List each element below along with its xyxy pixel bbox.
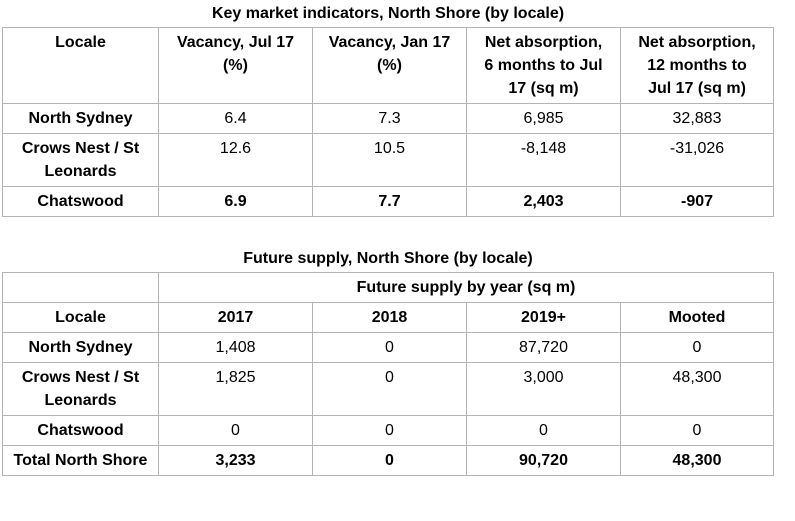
- value-cell: 0: [466, 415, 621, 446]
- column-header: Locale: [2, 302, 159, 333]
- value-cell: -8,148: [466, 133, 621, 187]
- value-cell: 0: [312, 415, 467, 446]
- value-cell: 7.3: [312, 103, 467, 134]
- header-row: Locale Vacancy, Jul 17 (%) Vacancy, Jan 17…: [2, 27, 775, 104]
- value-cell: 87,720: [466, 332, 621, 363]
- value-cell: 0: [312, 445, 467, 476]
- column-header: Net absorption, 12 months to Jul 17 (sq …: [619, 27, 775, 104]
- column-header: 2017: [158, 302, 313, 333]
- value-cell: 6,985: [466, 103, 621, 134]
- value-cell: 10.5: [312, 133, 467, 187]
- locale-cell: North Sydney: [2, 103, 159, 134]
- value-cell: 32,883: [619, 103, 775, 134]
- header-text: Mooted: [668, 309, 726, 326]
- column-header: 2018: [312, 302, 467, 333]
- value-cell: 0: [312, 362, 467, 416]
- header-text: Net absorption, 6 months to Jul 17 (sq m…: [484, 34, 603, 97]
- subtitle-row: Future supply by year (sq m): [2, 272, 775, 303]
- header-text: 2019+: [521, 309, 566, 326]
- column-header: Net absorption, 6 months to Jul 17 (sq m…: [466, 27, 621, 104]
- header-text: 2018: [371, 309, 408, 326]
- value-cell: 0: [619, 415, 775, 446]
- data-row: Crows Nest / St Leonards 1,825 0 3,000 48,30…: [2, 362, 775, 416]
- data-row: Crows Nest / St Leonards 12.6 10.5 -8,148 -3…: [2, 133, 775, 187]
- value-cell: 48,300: [619, 445, 775, 476]
- value-cell: -31,026: [619, 133, 775, 187]
- value-cell: 6.9: [158, 186, 313, 217]
- column-header: Vacancy, Jan 17 (%): [312, 27, 467, 104]
- data-row: North Sydney 1,408 0 87,720 0: [2, 332, 775, 363]
- future-supply-table: Future supply, North Shore (by locale) Fu…: [2, 245, 775, 476]
- value-cell: -907: [619, 186, 775, 217]
- value-cell: 3,233: [158, 445, 313, 476]
- locale-cell: North Sydney: [2, 332, 159, 363]
- header-text: Vacancy, Jan 17 (%): [328, 34, 451, 74]
- value-cell: 0: [619, 332, 775, 363]
- locale-cell: Crows Nest / St Leonards: [2, 362, 159, 416]
- locale-cell: Total North Shore: [2, 445, 159, 476]
- value-cell: 48,300: [619, 362, 775, 416]
- data-row: Chatswood 6.9 7.7 2,403 -907: [2, 186, 775, 217]
- value-cell: 0: [312, 332, 467, 363]
- value-cell: 1,825: [158, 362, 313, 416]
- value-cell: 6.4: [158, 103, 313, 134]
- column-header: Locale: [2, 27, 159, 104]
- value-cell: 1,408: [158, 332, 313, 363]
- column-header: Vacancy, Jul 17 (%): [158, 27, 313, 104]
- data-row: Chatswood 0 0 0 0: [2, 415, 775, 446]
- title-row: Key market indicators, North Shore (by l…: [2, 0, 774, 28]
- table-title: Future supply, North Shore (by locale): [2, 245, 774, 273]
- value-cell: 90,720: [466, 445, 621, 476]
- header-row: Locale 2017 2018 2019+ Mooted: [2, 302, 775, 333]
- data-row: North Sydney 6.4 7.3 6,985 32,883: [2, 103, 775, 134]
- market-indicators-table: Key market indicators, North Shore (by l…: [2, 0, 775, 217]
- header-text: Net absorption, 12 months to Jul 17 (sq …: [638, 34, 756, 97]
- locale-cell: Chatswood: [2, 415, 159, 446]
- value-cell: 3,000: [466, 362, 621, 416]
- value-cell: 0: [158, 415, 313, 446]
- table-title: Key market indicators, North Shore (by l…: [2, 0, 774, 28]
- value-cell: 7.7: [312, 186, 467, 217]
- header-text: Vacancy, Jul 17 (%): [176, 34, 295, 74]
- title-row: Future supply, North Shore (by locale): [2, 245, 774, 273]
- locale-cell: Crows Nest / St Leonards: [2, 133, 159, 187]
- empty-cell: [2, 272, 159, 303]
- table-subtitle: Future supply by year (sq m): [157, 272, 775, 303]
- header-text: 2017: [217, 309, 254, 326]
- value-cell: 2,403: [466, 186, 621, 217]
- value-cell: 12.6: [158, 133, 313, 187]
- column-header: 2019+: [466, 302, 621, 333]
- data-row: Total North Shore 3,233 0 90,720 48,300: [2, 445, 775, 476]
- locale-cell: Chatswood: [2, 186, 159, 217]
- column-header: Mooted: [619, 302, 775, 333]
